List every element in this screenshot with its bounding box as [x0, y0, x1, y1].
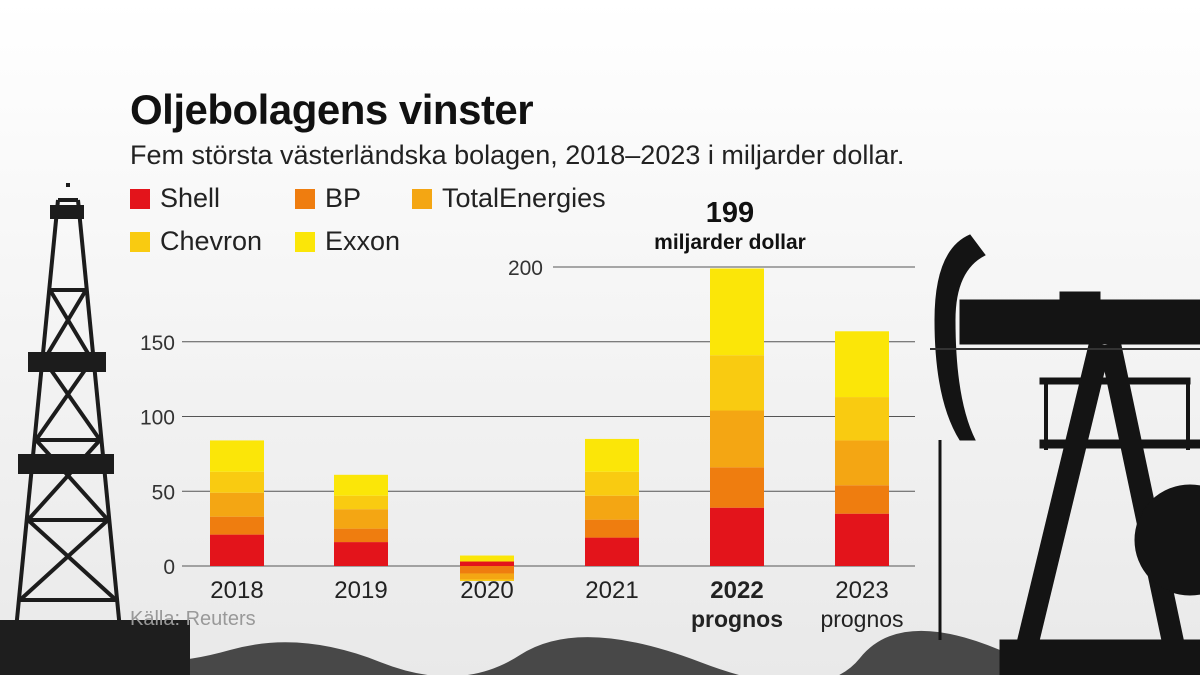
- bar-segment-bp-2021: [585, 519, 639, 538]
- x-tick-sublabel: prognos: [820, 606, 903, 632]
- bar-segment-shell-2018: [210, 534, 264, 566]
- legend-item-shell: Shell: [130, 183, 220, 214]
- bar-segment-chevron-2018: [210, 471, 264, 493]
- bar-segment-exxon-2023: [835, 331, 889, 398]
- bar-segment-exxon-2018: [210, 440, 264, 472]
- y-tick-label: 200: [508, 257, 543, 280]
- bar-segment-shell-2023: [835, 513, 889, 566]
- legend-label-exxon: Exxon: [325, 226, 401, 256]
- bar-segment-chevron-2023: [835, 397, 889, 441]
- bar-segment-bp-2020: [460, 566, 514, 574]
- y-tick-label: 0: [163, 556, 175, 579]
- bar-segment-shell-2022: [710, 507, 764, 566]
- legend-item-chevron: Chevron: [130, 226, 262, 257]
- bar-segment-exxon-2020: [460, 555, 514, 562]
- pumpjack-icon: [934, 234, 1200, 675]
- legend-item-totalenergies: TotalEnergies: [412, 183, 606, 214]
- legend-swatch-totalenergies: [412, 188, 432, 209]
- bar-segment-exxon-2022: [710, 268, 764, 356]
- y-tick-label: 50: [152, 481, 175, 504]
- x-tick-label: 2019: [334, 577, 387, 604]
- bar-segment-totalenergies-2021: [585, 495, 639, 520]
- x-tick-label: 2021: [585, 577, 638, 604]
- legend-swatch-shell: [130, 188, 150, 209]
- bar-segment-bp-2019: [334, 528, 388, 543]
- legend-label-chevron: Chevron: [160, 226, 263, 256]
- x-tick-label: 2023: [835, 577, 888, 604]
- x-tick-label: 2022: [710, 577, 763, 604]
- legend-item-bp: BP: [295, 183, 361, 214]
- chart-title: Oljebolagens vinster: [130, 86, 534, 133]
- legend-item-exxon: Exxon: [295, 226, 400, 257]
- legend-label-shell: Shell: [160, 183, 221, 213]
- y-tick-label: 150: [140, 332, 175, 355]
- bar-segment-chevron-2022: [710, 355, 764, 411]
- legend-label-totalenergies: TotalEnergies: [442, 183, 606, 213]
- bar-segment-chevron-2021: [585, 471, 639, 496]
- bar-segment-shell-2021: [585, 537, 639, 566]
- y-tick-label: 100: [140, 407, 175, 430]
- legend-swatch-chevron: [130, 231, 150, 252]
- bar-segment-bp-2022: [710, 467, 764, 508]
- bar-segment-totalenergies-2020: [460, 573, 514, 580]
- bar-segment-totalenergies-2018: [210, 492, 264, 517]
- legend-swatch-exxon: [295, 231, 315, 252]
- source-note: Källa: Reuters: [130, 608, 256, 630]
- legend-swatch-bp: [295, 188, 315, 209]
- bar-segment-chevron-2020: [460, 579, 514, 581]
- bar-segment-exxon-2021: [585, 438, 639, 472]
- chart-subtitle: Fem största västerländska bolagen, 2018–…: [130, 140, 905, 170]
- bar-segment-exxon-2019: [334, 474, 388, 496]
- x-tick-sublabel: prognos: [691, 606, 783, 632]
- bar-segment-shell-2019: [334, 542, 388, 566]
- x-tick-label: 2018: [210, 577, 263, 604]
- bar-segment-totalenergies-2022: [710, 410, 764, 468]
- x-tick-label: 2020: [460, 577, 513, 604]
- legend-label-bp: BP: [325, 183, 362, 213]
- bar-segment-bp-2023: [835, 485, 889, 514]
- derrick-icon: [12, 183, 124, 651]
- bar-segment-bp-2018: [210, 516, 264, 535]
- bar-segment-shell-2020: [460, 561, 514, 566]
- bar-segment-totalenergies-2023: [835, 440, 889, 486]
- bar-segment-chevron-2019: [334, 495, 388, 510]
- highlight-value: 199: [705, 197, 755, 229]
- bar-segment-totalenergies-2019: [334, 509, 388, 529]
- highlight-unit: miljarder dollar: [654, 231, 806, 254]
